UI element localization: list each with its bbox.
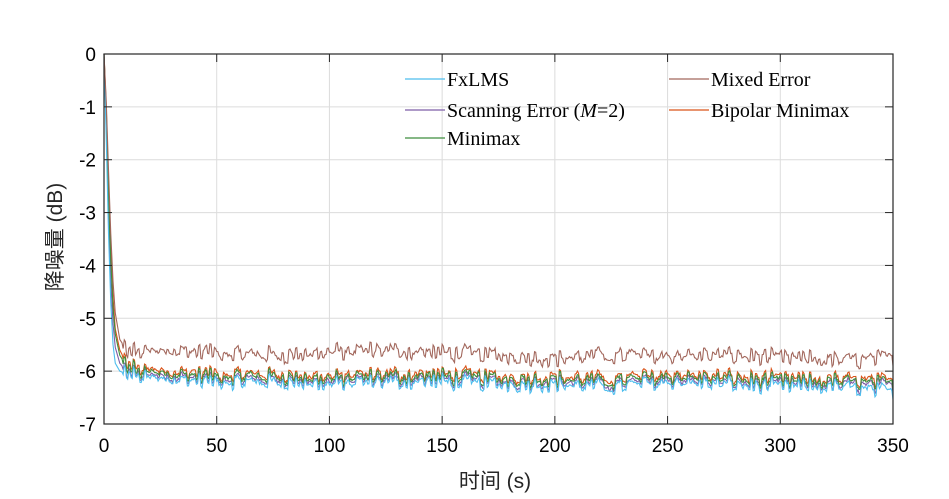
legend-label-mixed: Mixed Error bbox=[711, 69, 811, 91]
axes bbox=[103, 53, 894, 425]
x-tick-label: 200 bbox=[539, 436, 571, 457]
y-tick-label: -3 bbox=[79, 204, 96, 225]
y-tick-label: -5 bbox=[79, 309, 96, 330]
plot-frame bbox=[103, 53, 894, 425]
legend-label-fxlms: FxLMS bbox=[447, 69, 509, 91]
y-tick-label: -6 bbox=[79, 362, 96, 383]
x-tick-label: 350 bbox=[877, 436, 909, 457]
legend-scanning-suffix: =2) bbox=[597, 100, 625, 122]
legend: FxLMS Scanning Error (M=2) Minimax Mixed… bbox=[405, 69, 849, 150]
x-tick-label: 100 bbox=[314, 436, 346, 457]
x-tick-label: 150 bbox=[426, 436, 458, 457]
legend-label-bipolar: Bipolar Minimax bbox=[711, 100, 849, 122]
x-tick-label: 250 bbox=[652, 436, 684, 457]
y-tick-label: -2 bbox=[79, 151, 96, 172]
legend-label-scanning: Scanning Error (M=2) bbox=[447, 100, 625, 122]
series-line-minimax bbox=[103, 53, 894, 391]
y-tick-label: -4 bbox=[79, 256, 96, 277]
x-tick-label: 0 bbox=[99, 436, 110, 457]
y-axis-label: 降噪量 (dB) bbox=[44, 183, 67, 292]
series-line-mixed-error bbox=[103, 53, 894, 370]
legend-scanning-prefix: Scanning Error ( bbox=[447, 100, 581, 122]
legend-scanning-var: M bbox=[579, 100, 598, 122]
grid-lines bbox=[103, 53, 894, 425]
y-tick-label: -7 bbox=[79, 415, 96, 436]
legend-label-minimax: Minimax bbox=[447, 128, 520, 150]
x-tick-label: 300 bbox=[764, 436, 796, 457]
series-lines bbox=[103, 53, 894, 400]
x-axis-label: 时间 (s) bbox=[459, 470, 531, 493]
y-tick-label: 0 bbox=[85, 45, 96, 66]
y-tick-label: -1 bbox=[79, 98, 96, 119]
tick-labels: 0 50 100 150 200 250 300 350 0 -1 -2 -3 -4 -5 -6 -7 bbox=[79, 45, 909, 457]
x-tick-label: 50 bbox=[206, 436, 227, 457]
series-line-fxlms bbox=[103, 53, 894, 400]
